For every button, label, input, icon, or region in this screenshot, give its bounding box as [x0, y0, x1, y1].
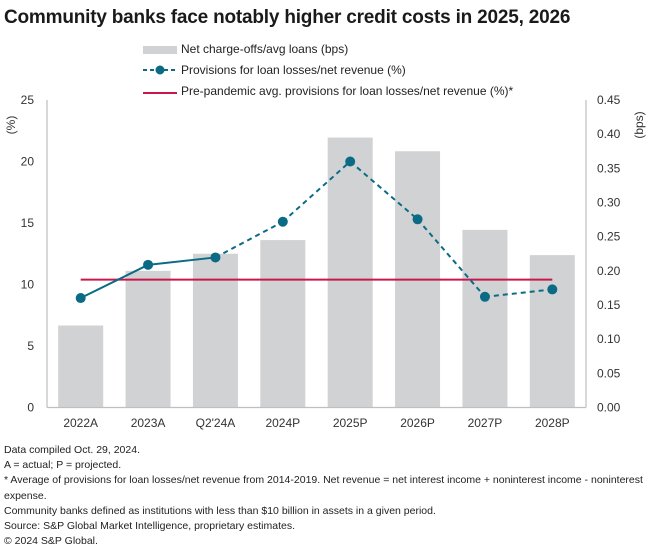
- line-segment: [214, 220, 284, 259]
- legend-label: Net charge-offs/avg loans (bps): [181, 41, 349, 56]
- chart-canvas: 0 5 10 15 20 25 0.00 0.05 0.10 0.15 0.20 0.25 0.30 0.…: [4, 93, 646, 430]
- line-segment: [484, 288, 553, 298]
- line-segment: [282, 160, 351, 223]
- right-axis-label: (bps): [632, 111, 646, 138]
- line-segment: [147, 256, 216, 266]
- bar: [58, 325, 104, 408]
- legend-swatch-bar: [143, 45, 177, 54]
- x-axis-tick-label: Q2'24A: [196, 416, 236, 430]
- bar-series: [58, 137, 575, 408]
- x-axis-tick-label: 2027P: [468, 416, 503, 430]
- chart-title: Community banks face notably higher cred…: [4, 7, 571, 28]
- data-point: [143, 259, 154, 270]
- x-axis-tick-label: 2028P: [535, 416, 570, 430]
- note-copyright: © 2024 S&P Global.: [4, 535, 98, 548]
- line-series: [75, 156, 558, 304]
- left-axis-tick-label: 15: [21, 216, 35, 230]
- x-axis-tick-label: 2024P: [265, 416, 300, 430]
- right-axis-tick-label: 0.25: [597, 230, 621, 244]
- x-axis-tick-label: 2022A: [63, 416, 98, 430]
- line-segment: [80, 263, 149, 299]
- right-axis-tick-label: 0.15: [597, 298, 621, 312]
- bar: [125, 270, 171, 408]
- legend-label: Provisions for loan losses/net revenue (…: [181, 62, 406, 77]
- note-data-compiled: Data compiled Oct. 29, 2024.: [4, 444, 140, 456]
- x-axis-tick-label: 2026P: [400, 416, 435, 430]
- line-segment: [416, 218, 486, 298]
- data-point: [412, 214, 423, 225]
- data-point: [75, 293, 86, 304]
- right-axis-tick-label: 0.05: [597, 366, 621, 380]
- bar: [192, 253, 238, 408]
- data-point: [277, 216, 288, 227]
- right-axis-tick-label: 0.30: [597, 196, 621, 210]
- data-point: [210, 252, 221, 263]
- data-point: [479, 291, 490, 302]
- left-axis-label: (%): [4, 116, 18, 135]
- axes: 0 5 10 15 20 25 0.00 0.05 0.10 0.15 0.20 0.25 0.30 0.…: [4, 93, 646, 430]
- legend-item-provisions: Provisions for loan losses/net revenue (…: [143, 59, 513, 80]
- left-axis-tick-label: 10: [21, 278, 35, 292]
- note-source: Source: S&P Global Market Intelligence, …: [4, 520, 296, 533]
- legend-label: Pre-pandemic avg. provisions for loan lo…: [181, 83, 514, 98]
- bar: [529, 255, 575, 408]
- right-axis-tick-label: 0.35: [597, 161, 621, 175]
- legend-item-pre-pandemic: Pre-pandemic avg. provisions for loan lo…: [143, 80, 513, 101]
- right-axis-tick-label: 0.00: [597, 401, 621, 415]
- right-axis-tick-label: 0.20: [597, 264, 621, 278]
- legend: Net charge-offs/avg loans (bps) Provisio…: [143, 38, 513, 101]
- left-axis-tick-label: 20: [21, 155, 35, 169]
- bar: [260, 240, 306, 408]
- left-axis-tick-label: 25: [21, 93, 35, 107]
- bar: [327, 137, 373, 408]
- data-point: [547, 284, 558, 295]
- note-average-definition: * Average of provisions for loan losses/…: [4, 474, 643, 502]
- data-point: [345, 156, 356, 167]
- right-axis-tick-label: 0.40: [597, 127, 621, 141]
- legend-swatch-red-line: [143, 92, 177, 94]
- legend-swatch-dashed-marker: [143, 65, 177, 74]
- right-axis-tick-label: 0.10: [597, 332, 621, 346]
- legend-item-net-charge-offs: Net charge-offs/avg loans (bps): [143, 38, 513, 59]
- note-legend-key: A = actual; P = projected.: [4, 459, 122, 472]
- right-axis-tick-label: 0.45: [597, 93, 621, 107]
- left-axis-tick-label: 5: [27, 339, 34, 353]
- line-segment: [349, 160, 419, 221]
- x-axis-tick-label: 2023A: [131, 416, 166, 430]
- x-axis-tick-label: 2025P: [333, 416, 368, 430]
- footnotes: Data compiled Oct. 29, 2024. A = actual;…: [4, 443, 654, 549]
- bar: [462, 229, 508, 408]
- left-axis-tick-label: 0: [27, 401, 34, 415]
- note-community-banks: Community banks defined as institutions …: [4, 504, 436, 517]
